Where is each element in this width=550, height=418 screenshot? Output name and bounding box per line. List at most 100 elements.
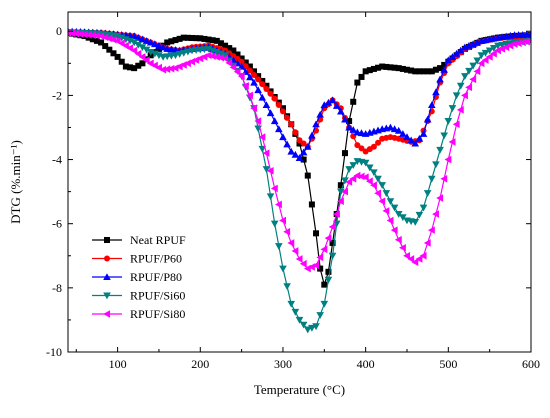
data-point	[518, 38, 526, 47]
data-point	[473, 57, 482, 65]
data-point	[328, 252, 337, 260]
data-point	[250, 104, 258, 113]
data-point	[423, 115, 432, 123]
x-tick-label: 600	[522, 357, 540, 371]
data-point	[230, 47, 237, 54]
data-point	[159, 43, 167, 51]
data-point	[241, 81, 249, 90]
data-point	[456, 46, 465, 54]
legend: Neat RPUF RPUF/P60 RPUF/P80 RPUF/Si60 RPUF/S…	[92, 233, 186, 321]
data-point	[423, 239, 431, 247]
data-point	[415, 211, 424, 219]
data-point	[527, 30, 531, 38]
data-point	[270, 117, 279, 125]
data-point	[110, 50, 117, 57]
data-point	[382, 190, 391, 198]
y-tick-label: -4	[52, 153, 62, 167]
data-point	[358, 73, 365, 80]
data-point	[163, 65, 171, 74]
legend-marker	[103, 310, 111, 318]
data-point	[411, 258, 419, 266]
data-point	[84, 31, 92, 39]
series-rpuf-p80	[68, 27, 531, 161]
data-point	[324, 276, 333, 284]
data-point	[477, 52, 486, 60]
data-point	[266, 166, 274, 175]
data-point	[436, 75, 444, 83]
data-point	[308, 131, 316, 139]
data-point	[217, 53, 224, 62]
data-point	[365, 177, 373, 185]
data-point	[101, 33, 109, 42]
data-point	[76, 30, 84, 38]
data-point	[370, 65, 377, 72]
data-point	[465, 83, 473, 92]
data-point	[197, 35, 204, 42]
data-point	[378, 197, 386, 206]
data-point	[391, 64, 398, 71]
data-point	[420, 68, 427, 75]
data-point	[361, 159, 370, 167]
data-point	[105, 34, 113, 43]
data-point	[312, 323, 320, 331]
data-point	[317, 265, 324, 272]
data-point	[403, 66, 410, 73]
legend-label: RPUF/P60	[130, 252, 182, 266]
data-point	[399, 130, 407, 137]
data-point	[386, 216, 394, 225]
data-point	[313, 230, 320, 237]
x-tick-label: 100	[109, 357, 127, 371]
legend-item: RPUF/P80	[92, 270, 182, 284]
data-point	[237, 62, 246, 70]
data-point	[465, 67, 473, 75]
data-point	[266, 193, 275, 201]
data-point	[225, 59, 233, 67]
data-point	[407, 136, 415, 144]
y-tick-label: 0	[56, 24, 62, 38]
data-point	[89, 36, 96, 43]
data-point	[89, 31, 96, 40]
data-point	[213, 53, 220, 61]
data-point	[382, 207, 390, 215]
data-point	[142, 46, 151, 54]
data-point	[316, 253, 324, 262]
data-point	[287, 239, 295, 247]
data-point	[139, 60, 146, 67]
data-point	[299, 148, 308, 156]
data-point	[441, 61, 448, 68]
data-point	[448, 105, 457, 113]
data-point	[452, 120, 460, 129]
data-point	[135, 62, 142, 69]
data-point	[255, 76, 262, 83]
data-point	[456, 82, 465, 90]
data-point	[403, 133, 411, 141]
data-point	[209, 37, 216, 44]
data-point	[255, 73, 262, 80]
data-point	[267, 90, 274, 97]
data-point	[189, 34, 196, 41]
legend-item: Neat RPUF	[92, 233, 186, 247]
data-point	[296, 137, 303, 144]
data-point	[349, 162, 358, 169]
legend-marker	[103, 292, 111, 300]
data-point	[452, 49, 461, 57]
data-point	[485, 47, 494, 55]
data-point	[428, 68, 435, 75]
data-point	[394, 235, 402, 244]
data-point	[320, 245, 328, 254]
data-point	[320, 101, 329, 109]
data-point	[299, 259, 307, 268]
data-point	[427, 101, 436, 109]
legend-label: RPUF/Si60	[130, 289, 185, 303]
data-point	[184, 34, 191, 41]
data-point	[370, 169, 378, 177]
data-point	[275, 200, 282, 209]
data-point	[258, 133, 266, 141]
data-point	[312, 120, 320, 128]
data-point	[296, 140, 303, 147]
data-point	[201, 35, 208, 42]
data-point	[283, 227, 291, 236]
data-point	[295, 255, 303, 263]
data-point	[432, 88, 440, 96]
data-point	[416, 68, 423, 75]
